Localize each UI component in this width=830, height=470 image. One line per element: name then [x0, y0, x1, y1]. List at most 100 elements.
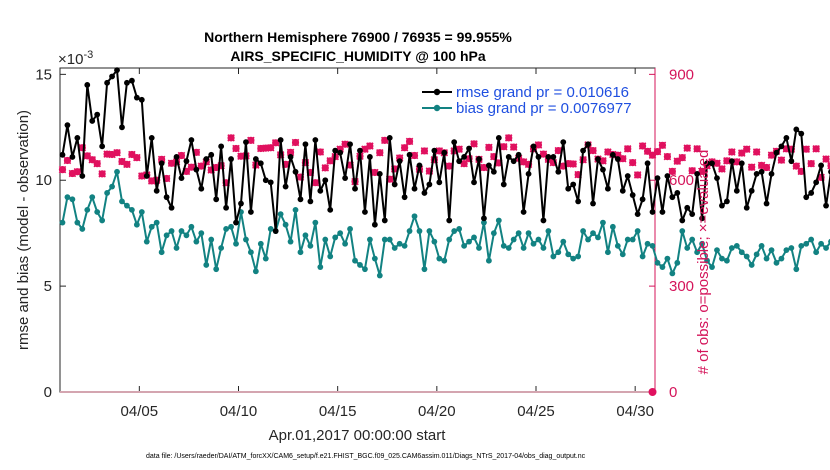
rmse-point [59, 151, 66, 158]
bias-point [510, 236, 517, 243]
bias-point [282, 221, 289, 228]
obs-evaluated-marker [361, 145, 369, 153]
bias-point [595, 234, 601, 241]
bias-point [704, 257, 710, 264]
rmse-point [768, 170, 775, 177]
rmse-point [778, 143, 785, 150]
bias-point [441, 257, 448, 264]
rmse-point [431, 147, 438, 154]
rmse-point [386, 134, 393, 141]
rmse-point [198, 185, 205, 192]
chart-subtitle: AIRS_SPECIFIC_HUMIDITY @ 100 hPa [230, 48, 486, 64]
bias-point [629, 236, 636, 243]
obs-evaluated-marker [777, 156, 786, 164]
rmse-point [659, 209, 666, 215]
obs-evaluated-marker [569, 160, 577, 168]
bias-point [604, 249, 611, 256]
rmse-point [604, 185, 611, 192]
rmse-point [168, 204, 175, 211]
obs-evaluated-marker [232, 144, 240, 153]
rmse-point [193, 166, 200, 173]
bias-point [74, 219, 81, 226]
bias-point [401, 242, 408, 249]
obs-evaluated-marker [470, 140, 478, 148]
bias-point [466, 238, 472, 245]
obs-evaluated-marker [93, 159, 101, 168]
bias-point [743, 253, 750, 260]
obs-evaluated-marker [678, 153, 687, 162]
rmse-point [238, 200, 244, 207]
bias-point [481, 219, 487, 226]
rmse-point [352, 185, 358, 192]
rmse-point [272, 228, 279, 234]
bias-point [208, 236, 215, 243]
rmse-point [490, 168, 497, 175]
rmse-point [119, 124, 125, 131]
rmse-point [183, 158, 190, 165]
obs-evaluated-marker [723, 157, 731, 165]
obs-evaluated-marker [534, 141, 543, 149]
bias-point [376, 272, 383, 279]
rmse-point [84, 82, 91, 88]
bias-point [406, 228, 413, 234]
bias-point [347, 226, 353, 232]
bias-point [148, 223, 155, 230]
obs-evaluated-marker [504, 134, 513, 142]
bias-point [575, 253, 582, 260]
rmse-point [89, 118, 96, 124]
rmse-point [297, 196, 304, 203]
bias-series [59, 168, 830, 279]
x-tick-label: 04/20 [418, 403, 456, 420]
bias-point [332, 234, 339, 241]
bias-point [555, 249, 562, 256]
obs-evaluated-marker [589, 146, 597, 155]
bias-point [198, 230, 205, 237]
bias-point [143, 238, 150, 245]
bias-point [798, 242, 805, 249]
obs-evaluated-marker [752, 148, 761, 156]
bias-point [614, 242, 621, 249]
bias-point [783, 247, 790, 254]
rmse-line [61, 69, 830, 233]
bias-point [476, 245, 482, 251]
obs-evaluated-marker [619, 154, 627, 163]
bias-point [803, 240, 810, 247]
bias-point [664, 255, 671, 262]
bias-point [138, 209, 145, 215]
bias-point [560, 238, 567, 245]
bias-point [381, 236, 388, 243]
rmse-point [540, 217, 547, 224]
bias-point [233, 240, 239, 247]
rmse-point [64, 122, 71, 129]
rmse-point [535, 154, 542, 160]
obs-evaluated-marker [123, 160, 131, 169]
bias-point [173, 245, 180, 251]
bias-point [689, 236, 696, 243]
legend-rmse-label: rmse grand pr = 0.010616 [456, 84, 629, 101]
rmse-point [748, 187, 755, 194]
obs-evaluated-marker [321, 164, 330, 172]
bias-point [793, 266, 800, 273]
rmse-point [128, 77, 135, 84]
bias-point [728, 245, 735, 251]
y2-tick-label: 300 [669, 278, 694, 295]
obs-evaluated-marker [133, 153, 141, 162]
rmse-point [322, 177, 329, 184]
rmse-point [441, 149, 448, 156]
rmse-point [823, 202, 829, 209]
rmse-point [446, 217, 453, 224]
legend-bias-marker [433, 104, 441, 112]
rmse-point [148, 134, 155, 141]
rmse-point [143, 173, 150, 179]
rmse-point [624, 173, 631, 179]
bias-point [99, 217, 106, 224]
bias-point [421, 266, 428, 273]
x-tick-label: 04/25 [517, 403, 555, 420]
rmse-point [709, 160, 715, 167]
bias-point [203, 262, 210, 268]
rmse-point [178, 175, 185, 182]
rmse-point [738, 160, 745, 167]
bias-point [590, 230, 596, 237]
bias-point [600, 219, 606, 226]
